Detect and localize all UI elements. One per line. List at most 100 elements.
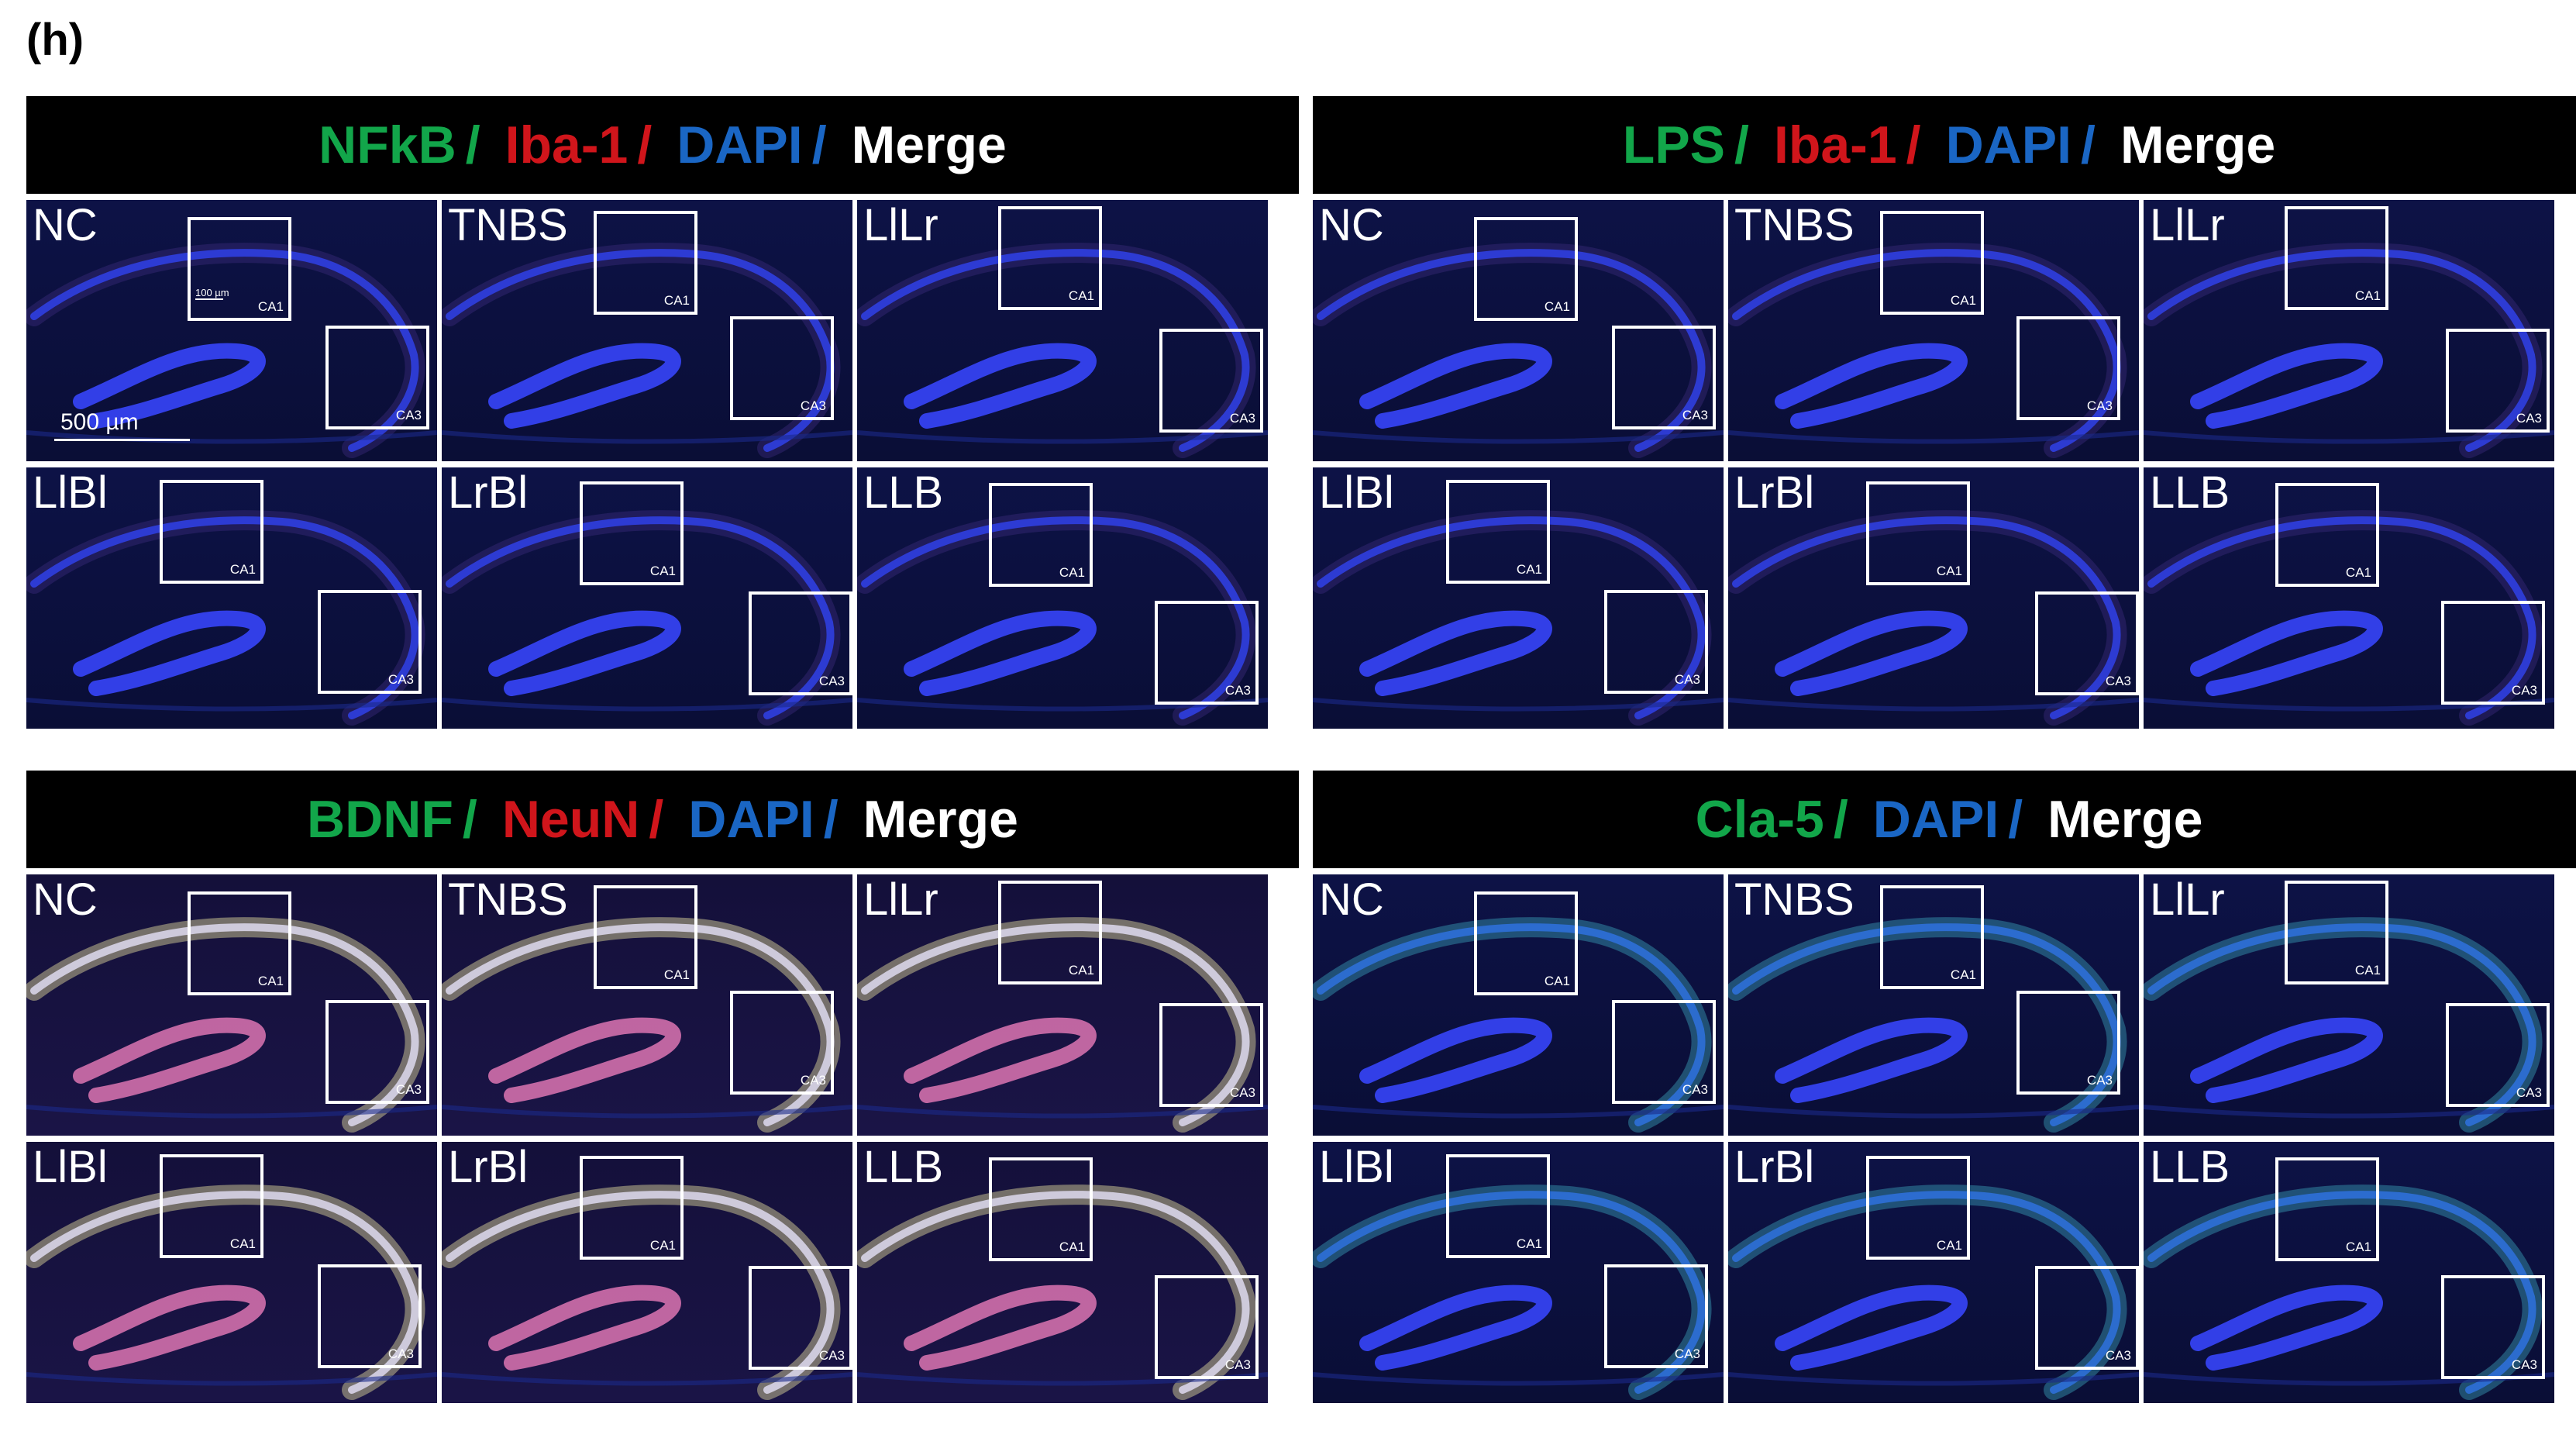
region-label: CA3 bbox=[395, 408, 422, 422]
tissue-image bbox=[442, 1142, 852, 1403]
region-label: CA3 bbox=[1229, 411, 1255, 426]
header-label: NFkB bbox=[319, 116, 456, 174]
ca3-inset: CA3 bbox=[2035, 591, 2139, 695]
tissue-image bbox=[2144, 467, 2554, 729]
ca3-inset: CA3 bbox=[1159, 329, 1263, 433]
region-label: CA1 bbox=[1068, 288, 1094, 303]
header-separator: / bbox=[2081, 116, 2096, 174]
micrograph-panel: LrBl CA1 CA3 bbox=[442, 467, 852, 729]
micrograph-panel: LlLr CA1 CA3 bbox=[857, 874, 1268, 1136]
ca1-inset: CA1 bbox=[998, 206, 1102, 310]
header-separator: / bbox=[2008, 790, 2023, 849]
ca1-inset: CA1 bbox=[2285, 206, 2388, 310]
ca3-inset: CA3 bbox=[1612, 1000, 1716, 1104]
header-label: Merge bbox=[2047, 790, 2203, 849]
region-label: CA3 bbox=[2105, 1348, 2131, 1363]
header-label: NeuN bbox=[501, 790, 640, 849]
group-label: LLB bbox=[2150, 467, 2230, 518]
header-label: Merge bbox=[863, 790, 1018, 849]
header-label: BDNF bbox=[307, 790, 453, 849]
group-label: NC bbox=[1319, 874, 1384, 925]
block-header: NFkB / Iba-1/DAPI / Merge bbox=[26, 96, 1299, 194]
header-label: Iba-1 bbox=[505, 116, 629, 174]
tissue-image bbox=[442, 467, 852, 729]
micrograph-panel: NC CA1 CA3 bbox=[26, 874, 437, 1136]
scale-bar-line bbox=[54, 439, 190, 441]
ca1-inset: CA1 bbox=[1866, 1156, 1970, 1260]
panel-grid: NC CA1 100 µm CA3 500 µm TNBS CA1 CA3 LlLr CA1 C… bbox=[26, 200, 1299, 729]
inset-scale-text: 100 µm bbox=[195, 287, 229, 298]
tissue-image bbox=[857, 1142, 1268, 1403]
ca3-inset: CA3 bbox=[1604, 1264, 1708, 1368]
ca3-inset: CA3 bbox=[1155, 1275, 1259, 1379]
group-label: LlBl bbox=[33, 1142, 108, 1192]
region-label: CA3 bbox=[2511, 1357, 2537, 1372]
region-label: CA1 bbox=[257, 974, 284, 988]
tissue-image bbox=[26, 467, 437, 729]
ca3-inset: CA3 bbox=[1159, 1003, 1263, 1107]
micrograph-panel: TNBS CA1 CA3 bbox=[442, 200, 852, 461]
group-label: TNBS bbox=[1734, 874, 1855, 925]
ca3-inset: CA3 bbox=[2441, 1275, 2545, 1379]
panel-grid: NC CA1 CA3 TNBS CA1 CA3 LlLr CA1 CA3 bbox=[26, 874, 1299, 1403]
group-label: TNBS bbox=[1734, 200, 1855, 250]
header-separator: / bbox=[637, 116, 653, 174]
header-separator: / bbox=[823, 790, 839, 849]
group-label: LrBl bbox=[448, 1142, 529, 1192]
group-label: LlBl bbox=[1319, 467, 1394, 518]
region-label: CA1 bbox=[1544, 299, 1570, 314]
region-label: CA3 bbox=[818, 1348, 845, 1363]
micrograph-panel: LLB CA1 CA3 bbox=[2144, 467, 2554, 729]
block-header: LPS / Iba-1/DAPI / Merge bbox=[1313, 96, 2576, 194]
region-label: CA3 bbox=[2105, 674, 2131, 688]
panel-block-nfkb: NFkB / Iba-1/DAPI / Merge NC CA1 100 µm CA3 500 … bbox=[26, 96, 1299, 732]
micrograph-panel: LrBl CA1 CA3 bbox=[442, 1142, 852, 1403]
region-label: CA1 bbox=[2354, 288, 2381, 303]
tissue-image bbox=[857, 467, 1268, 729]
region-label: CA3 bbox=[2516, 1085, 2542, 1100]
header-label: DAPI bbox=[1945, 116, 2072, 174]
ca3-inset: CA3 bbox=[1604, 590, 1708, 694]
region-label: CA1 bbox=[229, 562, 256, 577]
micrograph-panel: TNBS CA1 CA3 bbox=[1728, 874, 2139, 1136]
region-label: CA1 bbox=[663, 293, 690, 308]
micrograph-panel: NC CA1 CA3 bbox=[1313, 200, 1724, 461]
micrograph-panel: LlBl CA1 CA3 bbox=[26, 467, 437, 729]
ca1-inset: CA1 bbox=[580, 481, 684, 585]
group-label: LlBl bbox=[1319, 1142, 1394, 1192]
ca1-inset: CA1 bbox=[1474, 891, 1578, 995]
region-label: CA3 bbox=[2086, 1073, 2113, 1088]
header-separator: / bbox=[462, 790, 477, 849]
ca3-inset: CA3 bbox=[2035, 1266, 2139, 1370]
region-label: CA3 bbox=[1224, 1357, 1251, 1372]
block-header: Cla-5/DAPI / Merge bbox=[1313, 771, 2576, 868]
region-label: CA1 bbox=[663, 967, 690, 982]
ca1-inset: CA1 bbox=[1474, 217, 1578, 321]
micrograph-panel: LrBl CA1 CA3 bbox=[1728, 1142, 2139, 1403]
ca1-inset: CA1 bbox=[989, 1157, 1093, 1261]
region-label: CA1 bbox=[1516, 1236, 1542, 1251]
tissue-image bbox=[1728, 1142, 2139, 1403]
header-label: DAPI bbox=[1872, 790, 1999, 849]
region-label: CA3 bbox=[1674, 672, 1700, 687]
group-label: LlLr bbox=[863, 874, 938, 925]
scale-bar: 500 µm bbox=[40, 409, 190, 447]
figure-label: (h) bbox=[26, 15, 84, 65]
ca1-inset: CA1 bbox=[989, 483, 1093, 587]
micrograph-panel: LlBl CA1 CA3 bbox=[26, 1142, 437, 1403]
group-label: LrBl bbox=[448, 467, 529, 518]
region-label: CA1 bbox=[1936, 564, 1962, 578]
group-label: LLB bbox=[863, 467, 944, 518]
tissue-image bbox=[1313, 200, 1724, 461]
ca1-inset: CA1 bbox=[2275, 483, 2379, 587]
region-label: CA3 bbox=[387, 672, 414, 687]
region-label: CA1 bbox=[1950, 967, 1976, 982]
ca3-inset: CA3 bbox=[2446, 329, 2550, 433]
micrograph-panel: LLB CA1 CA3 bbox=[857, 467, 1268, 729]
group-label: NC bbox=[1319, 200, 1384, 250]
micrograph-panel: LlLr CA1 CA3 bbox=[2144, 874, 2554, 1136]
header-label: DAPI bbox=[677, 116, 803, 174]
group-label: NC bbox=[33, 200, 98, 250]
ca3-inset: CA3 bbox=[325, 1000, 429, 1104]
header-label: Merge bbox=[851, 116, 1007, 174]
